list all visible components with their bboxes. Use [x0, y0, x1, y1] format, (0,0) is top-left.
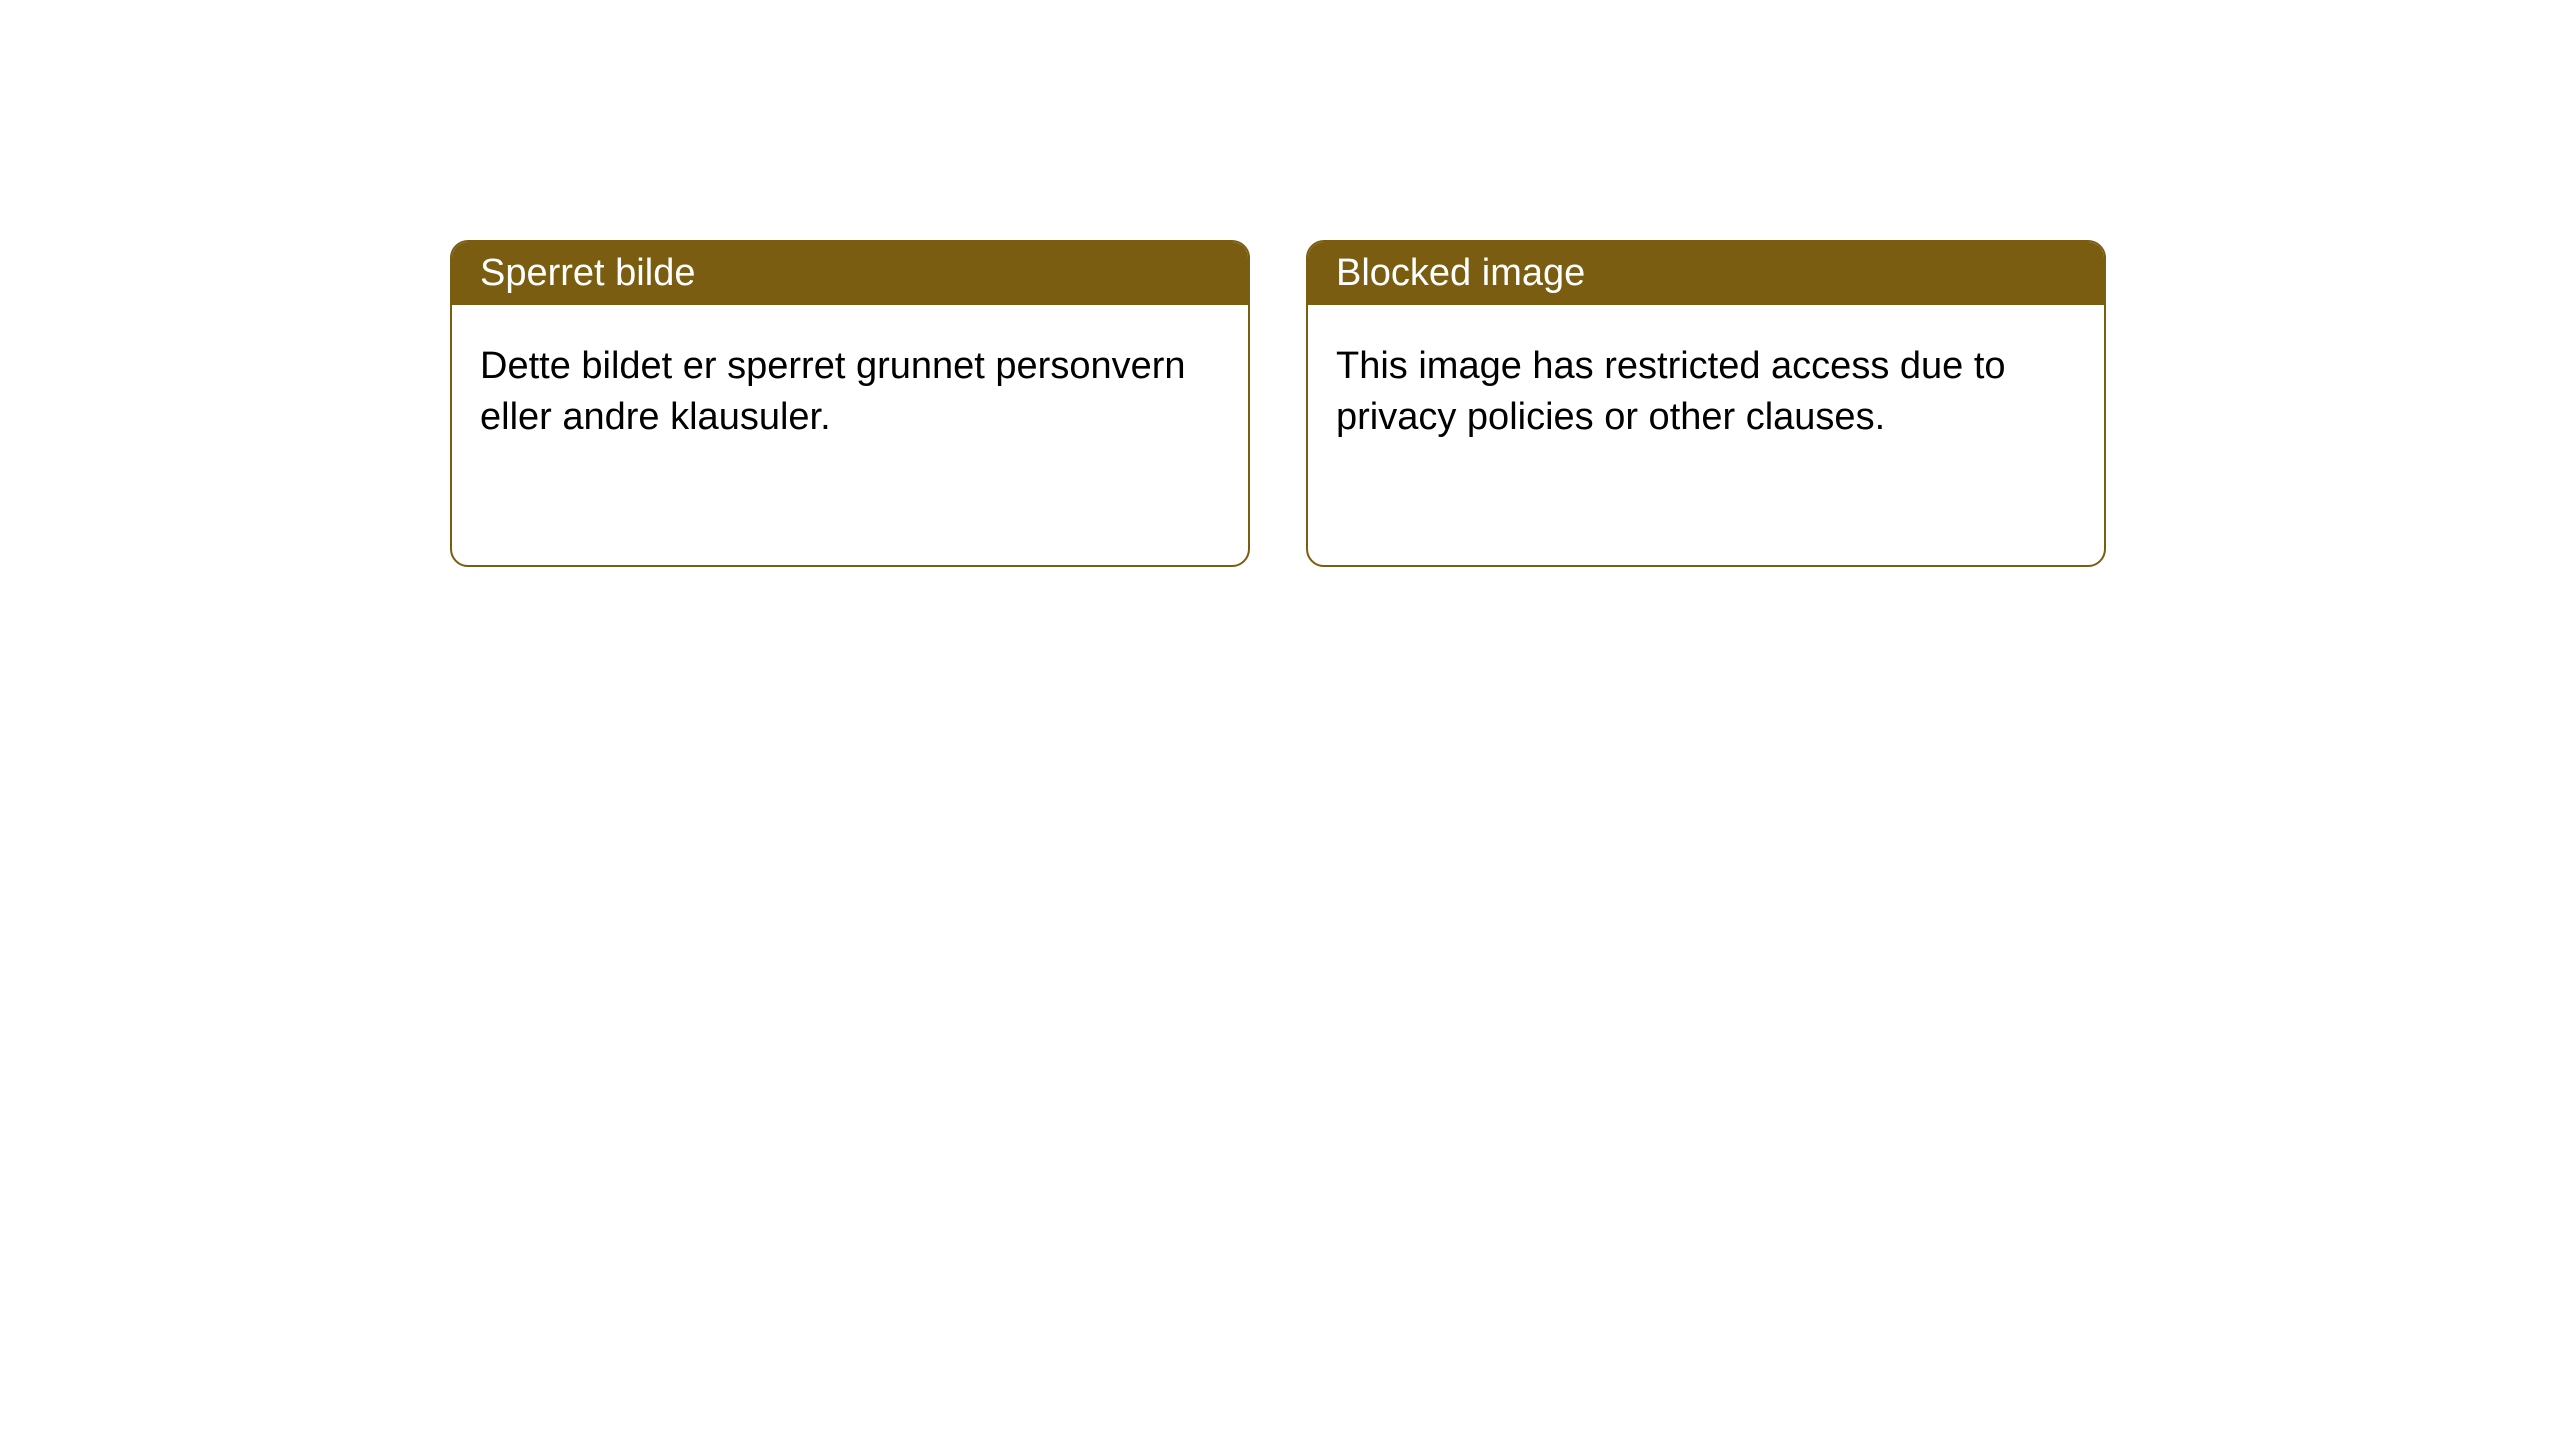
card-header: Sperret bilde	[452, 242, 1248, 305]
card-body-text: This image has restricted access due to …	[1336, 345, 2006, 438]
card-body: Dette bildet er sperret grunnet personve…	[452, 305, 1248, 565]
card-title: Sperret bilde	[480, 252, 695, 294]
card-body-text: Dette bildet er sperret grunnet personve…	[480, 345, 1186, 438]
card-title: Blocked image	[1336, 252, 1585, 294]
notice-container: Sperret bilde Dette bildet er sperret gr…	[450, 240, 2106, 567]
card-header: Blocked image	[1308, 242, 2104, 305]
notice-card-english: Blocked image This image has restricted …	[1306, 240, 2106, 567]
notice-card-norwegian: Sperret bilde Dette bildet er sperret gr…	[450, 240, 1250, 567]
card-body: This image has restricted access due to …	[1308, 305, 2104, 565]
